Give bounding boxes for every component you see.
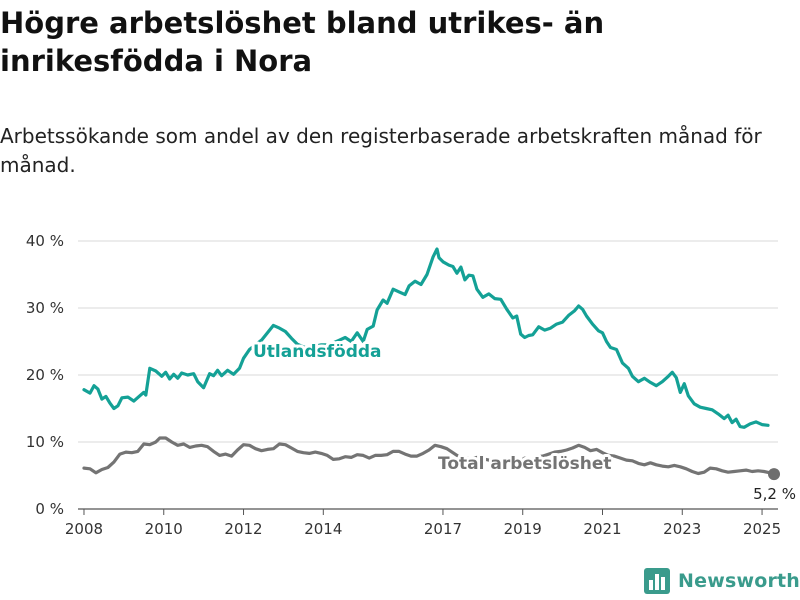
bar-chart-logo-icon <box>644 568 670 594</box>
y-tick-label: 0 % <box>35 500 64 518</box>
series-label-total-halo: Total arbetslöshet <box>438 454 612 474</box>
series-layer <box>82 247 776 476</box>
y-tick-label: 30 % <box>26 299 64 317</box>
x-tick-label: 2025 <box>743 520 781 538</box>
x-tick-label: 2017 <box>424 520 462 538</box>
x-tick-label: 2021 <box>583 520 621 538</box>
end-point-marker <box>768 468 781 481</box>
y-tick-label: 20 % <box>26 366 64 384</box>
x-tick-label: 2008 <box>65 520 103 538</box>
series-line-total <box>82 436 776 476</box>
y-axis: 0 % 10 % 20 % 30 % 40 % <box>26 232 64 518</box>
chart-subtitle: Arbetssökande som andel av den registerb… <box>0 124 762 177</box>
x-tick-label: 2023 <box>663 520 701 538</box>
y-tick-label: 40 % <box>26 232 64 250</box>
series-label-total: Total arbetslöshet <box>438 454 612 474</box>
x-axis: 2008 2010 2012 2014 2017 2019 2021 2023 2025 <box>65 509 781 538</box>
x-tick-label: 2019 <box>504 520 542 538</box>
x-tick-label: 2010 <box>145 520 183 538</box>
series-line-utlandsfodda <box>82 247 770 429</box>
line-chart: 0 % 10 % 20 % 30 % 40 % 2008 2010 2012 2014 2017… <box>26 232 796 538</box>
series-label-utlandsfodda: Utlandsfödda <box>253 342 382 362</box>
chart-title: Högre arbetslöshet bland utrikes- än inr… <box>0 6 605 78</box>
brand-name: Newsworthy <box>678 570 800 592</box>
x-tick-label: 2012 <box>224 520 262 538</box>
end-value-label: 5,2 % <box>753 485 796 503</box>
newsworthy-logo[interactable]: Newsworthy <box>644 568 800 594</box>
y-tick-label: 10 % <box>26 433 64 451</box>
x-tick-label: 2014 <box>304 520 342 538</box>
series-label-utlandsfodda-halo: Utlandsfödda <box>253 342 382 362</box>
